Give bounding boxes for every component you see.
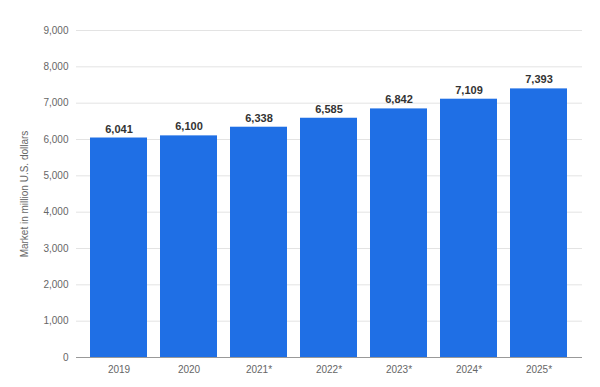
svg-text:5,000: 5,000	[43, 170, 68, 181]
svg-text:7,109: 7,109	[455, 84, 483, 96]
svg-text:2021*: 2021*	[246, 364, 272, 375]
svg-text:2,000: 2,000	[43, 279, 68, 290]
svg-text:3,000: 3,000	[43, 243, 68, 254]
svg-text:6,000: 6,000	[43, 134, 68, 145]
svg-text:1,000: 1,000	[43, 315, 68, 326]
svg-text:2019: 2019	[108, 364, 131, 375]
svg-text:7,393: 7,393	[525, 73, 553, 85]
svg-text:2023*: 2023*	[386, 364, 412, 375]
svg-text:6,585: 6,585	[315, 103, 343, 115]
svg-text:6,338: 6,338	[245, 112, 273, 124]
svg-text:6,041: 6,041	[105, 123, 133, 135]
svg-text:2022*: 2022*	[316, 364, 342, 375]
svg-text:6,842: 6,842	[385, 93, 413, 105]
svg-text:2024*: 2024*	[456, 364, 482, 375]
svg-text:7,000: 7,000	[43, 97, 68, 108]
svg-text:2025*: 2025*	[526, 364, 552, 375]
svg-text:4,000: 4,000	[43, 206, 68, 217]
svg-text:9,000: 9,000	[43, 25, 68, 36]
svg-text:2020: 2020	[178, 364, 201, 375]
svg-text:6,100: 6,100	[175, 120, 203, 132]
svg-text:0: 0	[63, 352, 69, 363]
svg-text:8,000: 8,000	[43, 61, 68, 72]
svg-text:Market in million U.S. dollars: Market in million U.S. dollars	[19, 131, 30, 258]
